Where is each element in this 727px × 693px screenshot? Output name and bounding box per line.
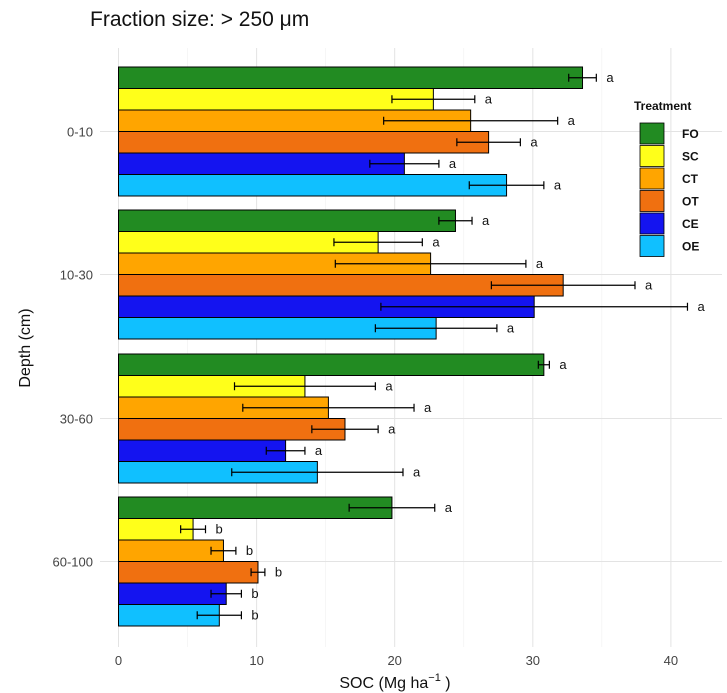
- legend-swatch: [639, 190, 665, 212]
- bar: [118, 539, 224, 562]
- legend-swatch: [639, 167, 665, 190]
- legend-label: OT: [682, 195, 699, 209]
- bar: [118, 131, 490, 154]
- significance-letter: a: [315, 443, 323, 458]
- bar: [118, 353, 545, 376]
- y-axis-title: Depth (cm): [17, 308, 34, 387]
- significance-letter: a: [554, 177, 562, 192]
- significance-letter: a: [606, 70, 614, 85]
- bar: [118, 174, 508, 197]
- significance-letter: a: [449, 156, 457, 171]
- legend-swatch: [639, 235, 665, 257]
- significance-letter: b: [251, 607, 258, 622]
- legend-label: CE: [682, 217, 699, 231]
- legend-swatch: [639, 122, 665, 145]
- bar: [118, 582, 227, 605]
- x-tick-label: 0: [115, 653, 122, 668]
- significance-letter: a: [530, 134, 538, 149]
- bar: [118, 561, 259, 584]
- significance-letter: a: [385, 378, 393, 393]
- x-axis-title: SOC (Mg ha−1 ): [339, 672, 450, 692]
- significance-letter: a: [559, 357, 567, 372]
- legend-swatch: [639, 212, 665, 235]
- bar: [118, 418, 346, 441]
- significance-letter: b: [246, 543, 253, 558]
- significance-letter: a: [507, 320, 515, 335]
- y-tick-labels: 0-10 10-30 30-60 60-100: [53, 125, 93, 570]
- bar: [118, 66, 584, 89]
- bar: [118, 209, 456, 232]
- x-tick-label: 40: [664, 653, 678, 668]
- legend-items: FO SC CT OT CE OE: [639, 122, 699, 257]
- bar: [118, 439, 287, 462]
- significance-letter: a: [388, 421, 396, 436]
- significance-letter: a: [413, 464, 421, 479]
- x-tick-label: 20: [387, 653, 401, 668]
- bar: [118, 88, 434, 111]
- legend-label: OE: [682, 240, 699, 254]
- x-tick-label: 10: [249, 653, 263, 668]
- significance-letter: b: [251, 586, 258, 601]
- significance-letter: a: [485, 91, 493, 106]
- x-tick-labels: 0 10 20 30 40: [115, 653, 678, 668]
- legend: Treatment FO SC CT OT CE OE: [634, 99, 699, 257]
- chart-title: Fraction size: > 250 μm: [90, 8, 310, 31]
- significance-letter: a: [568, 113, 576, 128]
- legend-label: CT: [682, 172, 699, 186]
- y-tick-label: 0-10: [67, 125, 93, 140]
- y-tick-label: 30-60: [60, 412, 93, 427]
- significance-letter: a: [424, 400, 432, 415]
- x-tick-label: 30: [526, 653, 540, 668]
- legend-swatch: [639, 145, 665, 167]
- significance-letter: a: [645, 277, 653, 292]
- legend-label: SC: [682, 150, 699, 164]
- y-tick-label: 10-30: [60, 268, 93, 283]
- significance-letter: b: [275, 564, 282, 579]
- bar: [118, 152, 405, 175]
- legend-label: FO: [682, 127, 699, 141]
- significance-letter: a: [445, 500, 453, 515]
- y-tick-label: 60-100: [53, 555, 93, 570]
- significance-letter: a: [432, 234, 440, 249]
- significance-letter: a: [697, 299, 705, 314]
- significance-letter: a: [482, 213, 490, 228]
- significance-letter: a: [536, 256, 544, 271]
- significance-letter: b: [216, 521, 223, 536]
- legend-title: Treatment: [634, 99, 691, 113]
